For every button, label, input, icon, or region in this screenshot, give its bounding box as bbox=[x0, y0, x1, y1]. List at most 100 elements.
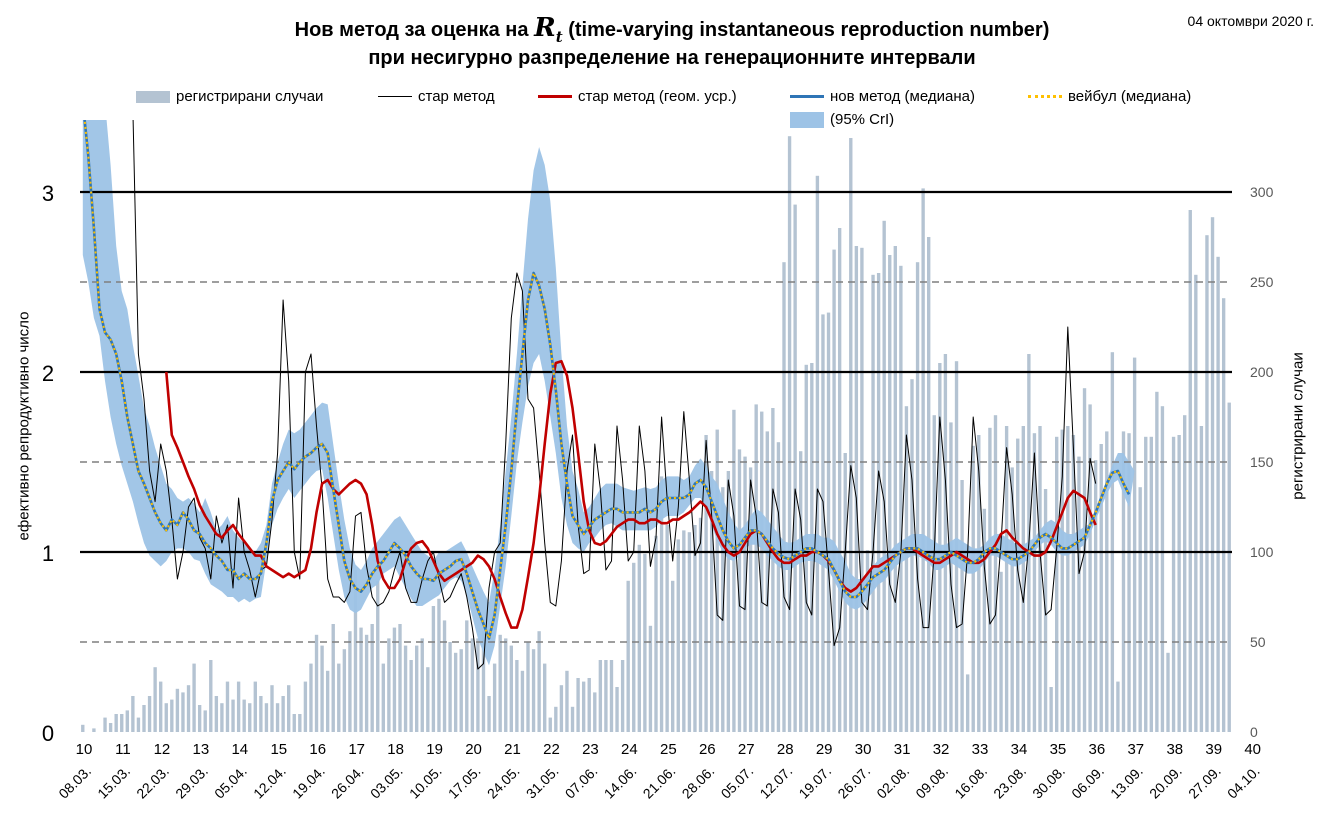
case-bar bbox=[492, 663, 497, 732]
case-bar bbox=[754, 404, 758, 732]
case-bar bbox=[309, 663, 313, 732]
rt-symbol: Rt bbox=[534, 13, 563, 47]
date-label: 07.06. bbox=[562, 763, 601, 802]
case-bar bbox=[977, 435, 981, 732]
legend-cri-label: (95% CrI) bbox=[830, 111, 895, 128]
case-bar bbox=[236, 681, 241, 732]
legend-weibull-label: вейбул (медиана) bbox=[1068, 88, 1192, 105]
legend-cases: регистрирани случаи bbox=[136, 88, 323, 105]
case-bar bbox=[821, 314, 825, 732]
case-bar bbox=[1149, 436, 1153, 732]
case-bar bbox=[1121, 431, 1126, 732]
case-bar bbox=[737, 449, 742, 732]
case-bar bbox=[832, 249, 836, 732]
date-label: 19.07. bbox=[795, 763, 834, 802]
week-label: 23 bbox=[582, 741, 599, 758]
date-label: 29.03. bbox=[172, 763, 211, 802]
y-right-tick-label: 100 bbox=[1250, 544, 1274, 560]
case-bar bbox=[325, 670, 330, 732]
cri-band-area bbox=[82, 120, 1135, 666]
week-label: 28 bbox=[777, 741, 794, 758]
case-bar bbox=[253, 681, 257, 732]
case-bar bbox=[203, 710, 207, 732]
case-bar bbox=[531, 649, 536, 732]
case-bar bbox=[565, 670, 569, 732]
case-bar bbox=[1049, 687, 1053, 732]
cri-band bbox=[82, 120, 1135, 666]
case-bar bbox=[292, 714, 296, 732]
case-bar bbox=[871, 274, 875, 732]
case-bar bbox=[1021, 426, 1025, 732]
case-bar bbox=[1227, 402, 1231, 732]
case-bar bbox=[442, 620, 447, 732]
case-bar bbox=[1088, 404, 1092, 732]
case-bar bbox=[893, 246, 897, 732]
case-bar bbox=[409, 660, 413, 732]
week-label: 25 bbox=[660, 741, 677, 758]
case-bar bbox=[281, 696, 285, 732]
case-bar bbox=[570, 706, 575, 732]
case-bar bbox=[164, 703, 168, 732]
case-bar bbox=[943, 354, 948, 732]
case-bar bbox=[1138, 487, 1142, 732]
date-label: 31.05. bbox=[523, 763, 562, 802]
case-bar bbox=[787, 136, 792, 732]
legend-new: нов метод (медиана) bbox=[790, 88, 975, 105]
case-bar bbox=[470, 638, 475, 732]
case-bar bbox=[771, 408, 775, 732]
case-bar bbox=[459, 649, 463, 732]
case-bar bbox=[487, 696, 491, 732]
case-bar bbox=[604, 660, 608, 732]
case-bar bbox=[620, 660, 625, 732]
week-label: 32 bbox=[933, 741, 950, 758]
date-label: 28.06. bbox=[679, 763, 718, 802]
date-label: 09.08. bbox=[912, 763, 951, 802]
case-bar bbox=[142, 705, 146, 732]
case-bar bbox=[971, 445, 975, 732]
case-bar bbox=[1171, 436, 1176, 732]
case-bar bbox=[587, 678, 591, 732]
case-bar bbox=[1194, 274, 1198, 732]
date-label: 06.09. bbox=[1068, 763, 1107, 802]
case-bar bbox=[431, 606, 436, 732]
case-bar bbox=[965, 674, 970, 732]
legend-cri-swatch bbox=[790, 111, 824, 128]
case-bar bbox=[181, 692, 185, 732]
case-bar bbox=[1199, 426, 1204, 732]
case-bar bbox=[915, 262, 920, 732]
case-bar bbox=[1144, 436, 1148, 732]
case-bar bbox=[921, 188, 925, 732]
week-label: 35 bbox=[1050, 741, 1067, 758]
case-bar bbox=[632, 562, 636, 732]
case-bar bbox=[453, 652, 458, 732]
y-right-tick-label: 0 bbox=[1250, 724, 1258, 740]
case-bar bbox=[153, 667, 157, 732]
case-bar bbox=[743, 456, 747, 732]
report-date: 04 октомври 2020 г. bbox=[1187, 13, 1314, 29]
week-label: 15 bbox=[270, 741, 287, 758]
case-bar bbox=[687, 532, 692, 732]
case-bar bbox=[609, 660, 614, 732]
case-bar bbox=[1110, 352, 1115, 732]
case-bar bbox=[1066, 426, 1070, 732]
case-bar bbox=[125, 710, 129, 732]
case-bar bbox=[682, 530, 686, 732]
case-bar bbox=[765, 431, 769, 732]
week-label: 33 bbox=[972, 741, 989, 758]
case-bar bbox=[303, 681, 308, 732]
case-bar bbox=[159, 681, 163, 732]
case-bar bbox=[932, 415, 936, 732]
date-label: 30.08. bbox=[1029, 763, 1068, 802]
new-median-line bbox=[83, 120, 1131, 640]
case-bar bbox=[732, 409, 736, 732]
case-bar bbox=[370, 624, 374, 732]
legend-old-geo-label: стар метод (геом. уср.) bbox=[578, 88, 737, 105]
case-bar bbox=[1032, 433, 1037, 732]
case-bar bbox=[209, 660, 213, 732]
y-right-tick-label: 250 bbox=[1250, 274, 1274, 290]
case-bar bbox=[242, 699, 246, 732]
case-bar bbox=[504, 638, 508, 732]
week-label: 40 bbox=[1244, 741, 1261, 758]
date-label: 26.07. bbox=[834, 763, 873, 802]
case-bar bbox=[826, 312, 831, 732]
